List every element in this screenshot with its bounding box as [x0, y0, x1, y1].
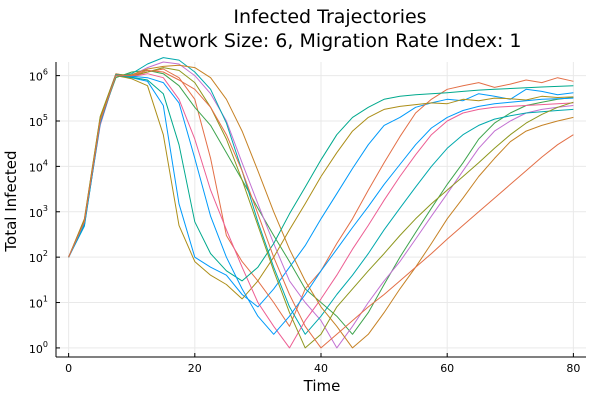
y-tick-label: 103 — [29, 204, 48, 220]
series-line — [68, 69, 574, 335]
series-line — [68, 73, 574, 349]
y-tick-label: 101 — [29, 295, 48, 311]
y-tick-label: 100 — [29, 340, 48, 356]
series-line — [68, 61, 574, 349]
x-tick-label: 0 — [65, 362, 72, 375]
chart-title-line2: Network Size: 6, Migration Rate Index: 1 — [138, 30, 521, 52]
chart-title-line1: Infected Trajectories — [233, 6, 426, 28]
series-line — [68, 74, 574, 335]
series-line — [68, 64, 574, 349]
x-tick-label: 60 — [440, 362, 454, 375]
x-tick-label: 20 — [188, 362, 202, 375]
y-tick-label: 104 — [29, 158, 48, 174]
y-tick-label: 106 — [29, 68, 48, 84]
series-line — [68, 75, 574, 308]
series-layer — [68, 57, 574, 349]
x-axis-label: Time — [303, 377, 341, 395]
y-tick-label: 105 — [29, 113, 48, 129]
x-tick-label: 80 — [566, 362, 580, 375]
series-line — [68, 74, 574, 282]
y-tick-label: 102 — [29, 249, 48, 265]
series-line — [68, 69, 574, 349]
series-line — [68, 57, 574, 335]
y-axis-label: Total Infected — [2, 150, 20, 252]
x-tick-label: 40 — [314, 362, 328, 375]
series-line — [68, 75, 574, 300]
axis-layer: 0 20 40 60 80 100 101 102 103 104 105 106 — [29, 62, 586, 375]
